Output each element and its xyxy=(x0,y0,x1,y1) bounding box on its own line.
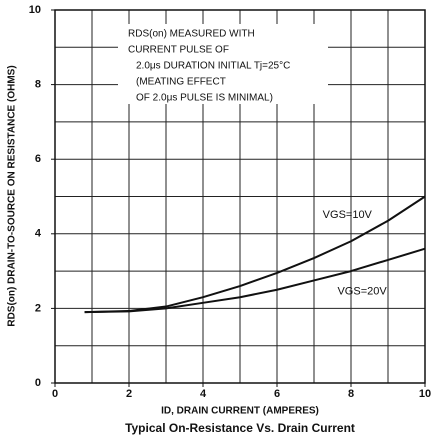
y-tick-label: 8 xyxy=(35,79,41,91)
annotation-box xyxy=(118,24,328,104)
x-tick-label: 8 xyxy=(348,388,354,400)
annotation: 2.0μs DURATION INITIAL Tj=25°C xyxy=(136,61,290,72)
chart-title: Typical On-Resistance Vs. Drain Current xyxy=(125,421,355,435)
x-tick-label: 6 xyxy=(274,388,280,400)
annotation: CURRENT PULSE OF xyxy=(128,45,229,56)
annotation: RDS(on) MEASURED WITH xyxy=(128,29,255,40)
x-axis-label: ID, DRAIN CURRENT (AMPERES) xyxy=(161,406,319,417)
x-tick-label: 10 xyxy=(419,388,431,400)
x-tick-label: 2 xyxy=(126,388,132,400)
y-axis-label: RDS(on) DRAIN-TO-SOURCE ON RESISTANCE (O… xyxy=(7,65,18,326)
series-line xyxy=(84,247,426,314)
y-tick-label: 4 xyxy=(35,228,42,240)
series-label: VGS=10V xyxy=(323,209,373,221)
y-tick-label: 2 xyxy=(35,302,41,314)
series-line xyxy=(84,195,426,314)
annotation: OF 2.0μs PULSE IS MINIMAL) xyxy=(136,93,273,104)
y-tick-label: 10 xyxy=(29,4,41,16)
annotation: (MEATING EFFECT xyxy=(136,77,226,88)
y-tick-label: 6 xyxy=(35,153,41,165)
x-tick-label: 0 xyxy=(52,388,58,400)
x-tick-label: 4 xyxy=(200,388,207,400)
series-label: VGS=20V xyxy=(337,286,387,298)
y-tick-label: 0 xyxy=(35,377,41,389)
